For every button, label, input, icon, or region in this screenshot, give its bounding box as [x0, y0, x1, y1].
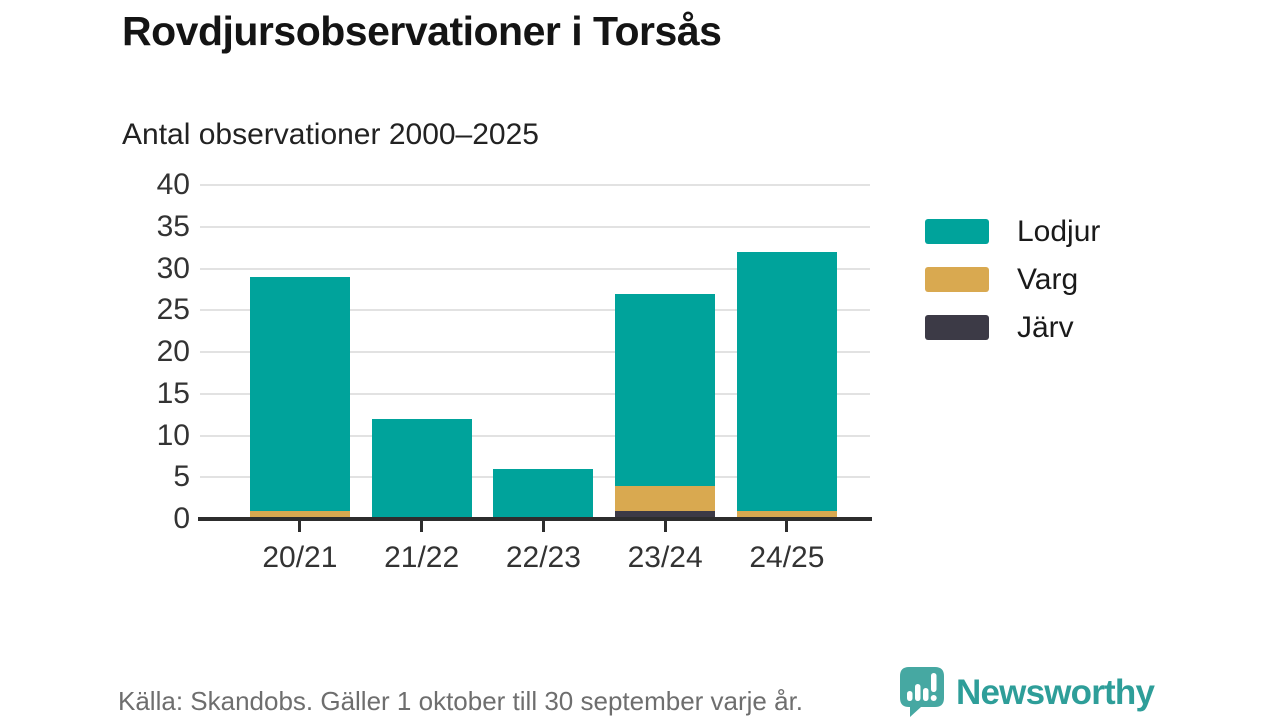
legend-label-lodjur: Lodjur — [1017, 215, 1101, 248]
gridline — [200, 184, 870, 186]
bar-segment-lodjur — [371, 418, 472, 519]
newsworthy-logo-icon — [900, 667, 944, 717]
gridline — [200, 351, 870, 353]
y-axis-tick-label: 10 — [156, 418, 190, 452]
legend-label-varg: Varg — [1017, 263, 1079, 296]
legend-swatch-jarv — [925, 315, 989, 340]
legend-swatch-varg — [925, 267, 989, 292]
legend-item-varg: Varg — [925, 263, 1100, 296]
x-axis-tick — [420, 521, 424, 532]
bar-segment-varg — [249, 510, 350, 519]
y-axis-tick-label: 40 — [156, 168, 190, 201]
x-axis-tick — [541, 521, 545, 532]
gridline — [200, 392, 870, 395]
bar-segment-jarv — [615, 510, 716, 519]
gridline — [200, 309, 870, 312]
x-axis-tick-label: 21/22 — [384, 541, 460, 574]
legend-item-lodjur: Lodjur — [925, 215, 1101, 248]
x-axis-tick-label: 20/21 — [262, 541, 338, 574]
x-axis-tick-label: 23/24 — [627, 541, 703, 574]
legend: Lodjur Varg Järv — [925, 215, 1101, 363]
source-note: Källa: Skandobs. Gäller 1 oktober till 3… — [118, 686, 804, 716]
x-axis-tick — [663, 521, 667, 532]
y-axis-tick-label: 25 — [156, 293, 190, 327]
legend-item-jarv: Järv — [925, 311, 1100, 344]
legend-label-jarv: Järv — [1017, 311, 1074, 344]
bar-segment-varg — [615, 485, 716, 511]
y-axis-tick-label: 0 — [173, 502, 190, 535]
gridline — [200, 225, 870, 228]
bar-segment-lodjur — [736, 251, 837, 511]
chart-subtitle: Antal observationer 2000–2025 — [122, 118, 539, 151]
x-axis-tick-label: 24/25 — [749, 541, 825, 574]
x-axis-tick — [785, 521, 789, 532]
x-axis-tick — [298, 521, 302, 532]
gridline — [200, 267, 870, 270]
page-title: Rovdjursobservationer i Torsås — [122, 8, 722, 54]
y-axis-tick-label: 20 — [156, 335, 190, 368]
y-axis-tick-label: 5 — [173, 460, 190, 494]
newsworthy-brand: Newsworthy — [898, 665, 1155, 718]
bar-segment-lodjur — [493, 468, 594, 519]
x-axis-tick-label: 22/23 — [505, 541, 581, 574]
x-axis-line — [198, 517, 872, 521]
gridline — [200, 434, 870, 437]
legend-swatch-lodjur — [925, 219, 989, 244]
y-axis-tick-label: 35 — [156, 209, 190, 243]
bar-segment-lodjur — [249, 276, 350, 511]
bar-segment-varg — [736, 510, 837, 519]
brand-name: Newsworthy — [956, 673, 1155, 712]
y-axis-tick-label: 15 — [156, 376, 190, 410]
y-axis-tick-label: 30 — [156, 251, 190, 285]
bar-segment-lodjur — [615, 293, 716, 486]
